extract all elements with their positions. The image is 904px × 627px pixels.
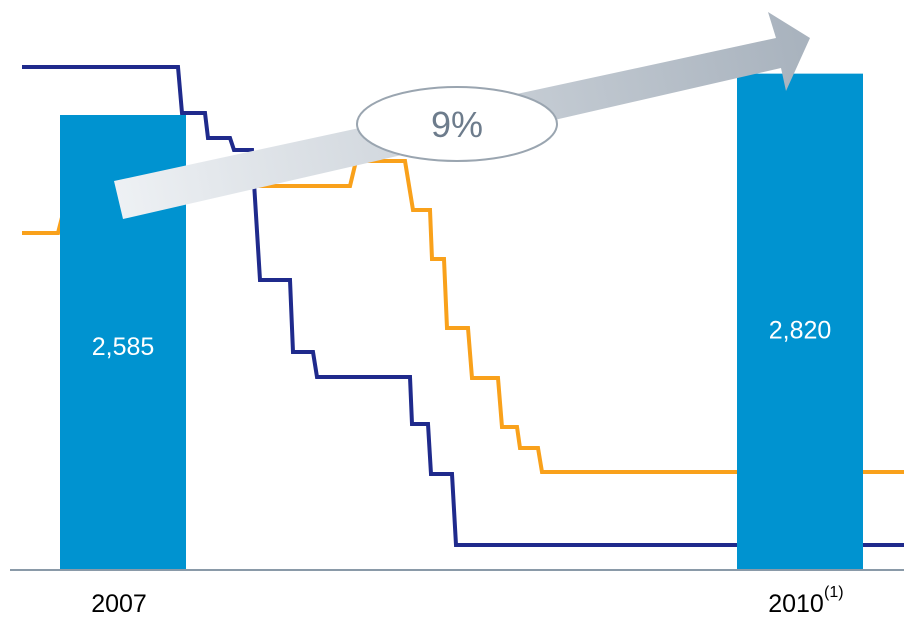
background-step-lines	[22, 65, 904, 547]
x-tick-label-2007: 2007	[91, 590, 147, 618]
growth-ellipse	[356, 86, 558, 162]
x-tick-label-2010: 2010	[768, 590, 824, 618]
bar-value-label: 2,820	[769, 317, 832, 345]
footnote-marker: (1)	[824, 584, 844, 601]
growth-percent-label: 9%	[431, 104, 483, 145]
bar-value-label: 2,585	[92, 333, 155, 361]
x-axis-labels: 2007 2010 (1)	[91, 584, 843, 618]
orange-step-line	[22, 159, 904, 474]
bar-2010	[737, 73, 863, 571]
navy-step-line	[22, 65, 904, 547]
growth-arrow-group: 9%	[114, 12, 810, 219]
